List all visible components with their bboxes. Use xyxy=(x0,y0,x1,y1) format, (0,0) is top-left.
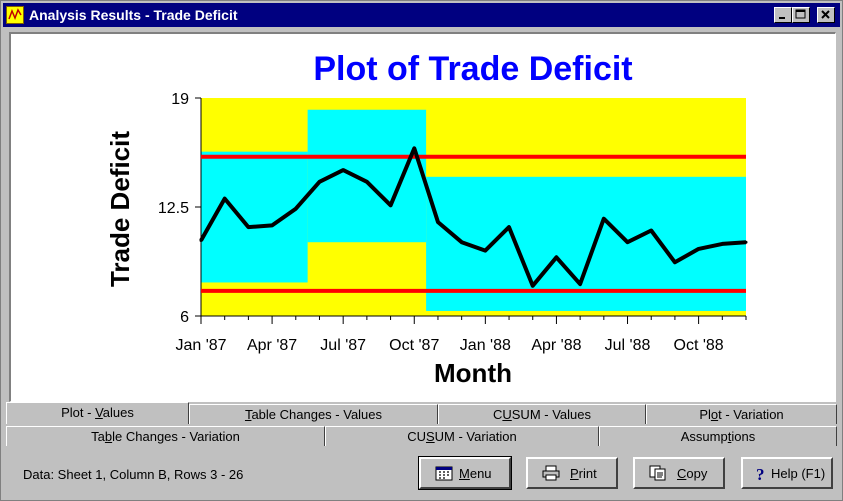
maximize-button[interactable] xyxy=(792,7,810,23)
tab-row2-0[interactable]: Table Changes - Variation xyxy=(6,426,325,446)
tab-mnemonic: V xyxy=(95,405,103,420)
tab-label-part: Plot - xyxy=(61,405,96,420)
x-axis-label: Month xyxy=(434,358,512,388)
tab-label-part: able Changes - Values xyxy=(251,407,383,422)
tab-row1-3[interactable]: Plot - Variation xyxy=(646,404,837,424)
window-title: Analysis Results - Trade Deficit xyxy=(29,7,238,23)
tab-mnemonic: t xyxy=(727,429,732,444)
help-icon: ? xyxy=(756,465,765,481)
tab-mnemonic: S xyxy=(425,429,435,444)
tab-label-part: SUM - Values xyxy=(511,407,591,422)
x-tick-label: Apr '88 xyxy=(531,337,581,354)
print-button[interactable]: Print xyxy=(526,457,618,489)
data-point xyxy=(270,223,274,227)
app-icon xyxy=(6,6,24,24)
data-point xyxy=(531,284,535,288)
help-button[interactable]: ? Help (F1) xyxy=(741,457,833,489)
data-point xyxy=(744,240,748,244)
data-point xyxy=(460,240,464,244)
chart-title: Plot of Trade Deficit xyxy=(313,50,632,88)
help-label: Help (F1) xyxy=(771,466,826,481)
tab-label-part: t - Variation xyxy=(718,407,784,422)
y-tick-label: 19 xyxy=(171,91,189,108)
x-tick-label: Jan '87 xyxy=(175,337,226,354)
variation-band-2 xyxy=(426,176,746,311)
tab-row1-0[interactable]: Plot - Values xyxy=(6,402,189,424)
data-point xyxy=(223,197,227,201)
tab-row1-1[interactable]: Table Changes - Values xyxy=(189,404,438,424)
x-tick-label: Apr '87 xyxy=(247,337,297,354)
tab-label-part: le Changes - Variation xyxy=(112,429,240,444)
tab-label-part: Assump xyxy=(680,429,728,444)
minimize-icon xyxy=(779,17,785,19)
data-point xyxy=(341,168,345,172)
print-label: rint xyxy=(578,466,597,481)
close-button[interactable] xyxy=(817,7,835,23)
data-point xyxy=(483,249,487,253)
data-point xyxy=(365,180,369,184)
data-point xyxy=(673,260,677,264)
trade-deficit-chart: 6 12.5 19 Jan '87 Apr '87 Jul '87 Oct '87 Jan '… xyxy=(105,50,748,388)
y-tick-label: 12.5 xyxy=(158,200,189,217)
menu-button[interactable]: Menu xyxy=(418,456,512,490)
tab-label-part: CU xyxy=(407,429,426,444)
tab-mnemonic: T xyxy=(244,407,252,422)
print-mnemonic: P xyxy=(570,466,579,481)
tab-mnemonic: U xyxy=(502,407,512,422)
menu-label: enu xyxy=(469,466,492,481)
printer-icon xyxy=(542,465,560,481)
close-icon xyxy=(821,10,830,19)
data-point xyxy=(602,217,606,221)
data-point xyxy=(507,225,511,229)
variation-band-1 xyxy=(307,109,427,243)
tab-label-part: C xyxy=(492,407,503,422)
minimize-button[interactable] xyxy=(774,7,792,23)
tab-label-part: alues xyxy=(102,405,134,420)
data-point xyxy=(626,240,630,244)
copy-label: opy xyxy=(686,466,708,481)
tab-row1-2[interactable]: CUSUM - Values xyxy=(438,404,646,424)
data-point xyxy=(697,247,701,251)
x-tick-label: Jan '88 xyxy=(460,337,511,354)
x-tick-label: Jul '88 xyxy=(605,337,651,354)
data-point xyxy=(246,225,250,229)
status-text: Data: Sheet 1, Column B, Rows 3 - 26 xyxy=(23,467,244,482)
trade-deficit-series-line xyxy=(199,146,747,288)
calendar-icon xyxy=(435,466,453,481)
tab-label-part: ions xyxy=(731,429,756,444)
data-point xyxy=(317,180,321,184)
copy-mnemonic: C xyxy=(677,466,687,481)
tab-label-part: Ta xyxy=(91,429,105,444)
data-point xyxy=(554,255,558,259)
variation-band-0 xyxy=(201,151,308,283)
copy-button[interactable]: Copy xyxy=(633,457,725,489)
x-tick-label: Oct '87 xyxy=(389,337,439,354)
tab-row2-2[interactable]: Assumptions xyxy=(599,426,837,446)
data-point xyxy=(720,242,724,246)
tab-mnemonic: o xyxy=(710,407,719,422)
plot-area: 6 12.5 19 Jan '87 Apr '87 Jul '87 Oct '87 Jan '… xyxy=(9,32,836,402)
tab-mnemonic: b xyxy=(104,429,113,444)
y-tick-label: 6 xyxy=(180,309,189,326)
x-tick-label: Jul '87 xyxy=(320,337,366,354)
data-point xyxy=(412,146,416,150)
y-axis-label: Trade Deficit xyxy=(105,131,135,287)
title-bar[interactable]: Analysis Results - Trade Deficit xyxy=(3,3,840,27)
data-point xyxy=(436,220,440,224)
copy-icon xyxy=(649,465,666,481)
menu-mnemonic: M xyxy=(459,466,470,481)
data-point xyxy=(294,207,298,211)
data-point xyxy=(649,228,653,232)
data-point xyxy=(199,239,203,243)
tab-label-part: Pl xyxy=(699,407,711,422)
x-tick-label: Oct '88 xyxy=(674,337,724,354)
data-point xyxy=(578,282,582,286)
tab-row2-1[interactable]: CUSUM - Variation xyxy=(325,426,599,446)
data-point xyxy=(389,203,393,207)
svg-text:?: ? xyxy=(756,465,765,481)
tab-label-part: UM - Variation xyxy=(434,429,517,444)
